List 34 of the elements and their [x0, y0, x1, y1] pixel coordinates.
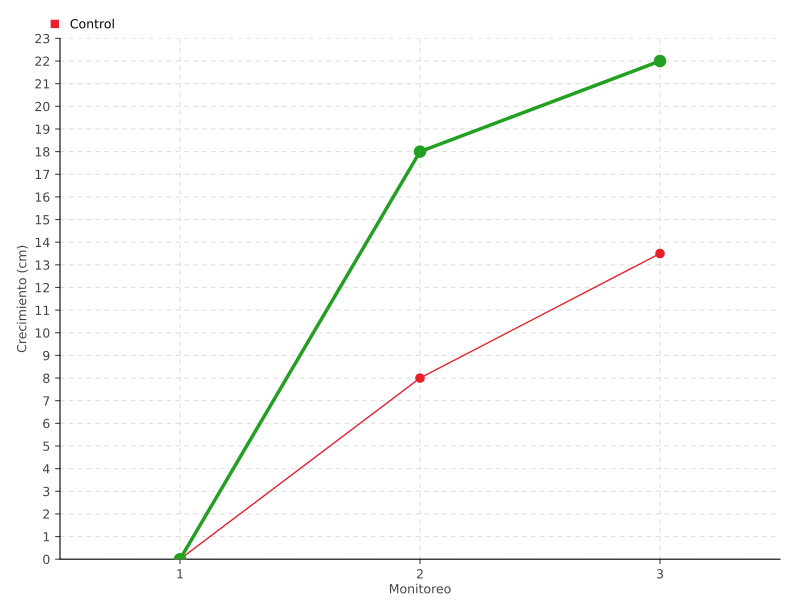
x-tick-label: 2	[416, 569, 423, 578]
y-tick-label: 15	[36, 215, 50, 224]
y-tick-label: 13	[36, 260, 50, 270]
y-tick-label: 3	[43, 486, 50, 496]
y-tick-label: 5	[43, 442, 50, 451]
y-tick-label: 19	[36, 124, 50, 134]
y-tick-label: 12	[36, 282, 50, 292]
y-tick-label: 7	[43, 396, 50, 406]
point	[415, 373, 425, 383]
y-tick-label: 23	[35, 34, 50, 44]
y-tick-label: 14	[36, 238, 50, 247]
x-axis-title: Monitoreo	[390, 584, 451, 594]
y-tick-label: 20	[35, 102, 50, 112]
y-tick-label: 16	[36, 192, 50, 202]
y-tick-label: 21	[35, 79, 50, 88]
point	[655, 248, 665, 258]
y-tick-label: 8	[43, 374, 50, 383]
legend-label: Control	[70, 18, 114, 28]
y-tick-label: 17	[36, 170, 50, 180]
x-tick-label: 3	[656, 569, 663, 579]
y-tick-label: 22	[35, 56, 50, 66]
point	[414, 145, 426, 158]
y-tick-label: 18	[36, 147, 50, 157]
y-tick-label: 1	[44, 532, 50, 542]
y-tick-label: 2	[43, 509, 50, 519]
y-tick-label: 0	[43, 554, 50, 564]
point	[654, 54, 666, 68]
y-tick-label: 4	[42, 464, 50, 474]
y-tick-label: 11	[36, 306, 50, 315]
y-tick-label: 10	[36, 328, 50, 338]
y-tick-label: 6	[43, 418, 50, 428]
x-tick-label: 1	[177, 569, 183, 578]
y-tick-label: 9	[43, 350, 50, 360]
y-axis-title: Crecimiento (cm)	[16, 246, 28, 352]
